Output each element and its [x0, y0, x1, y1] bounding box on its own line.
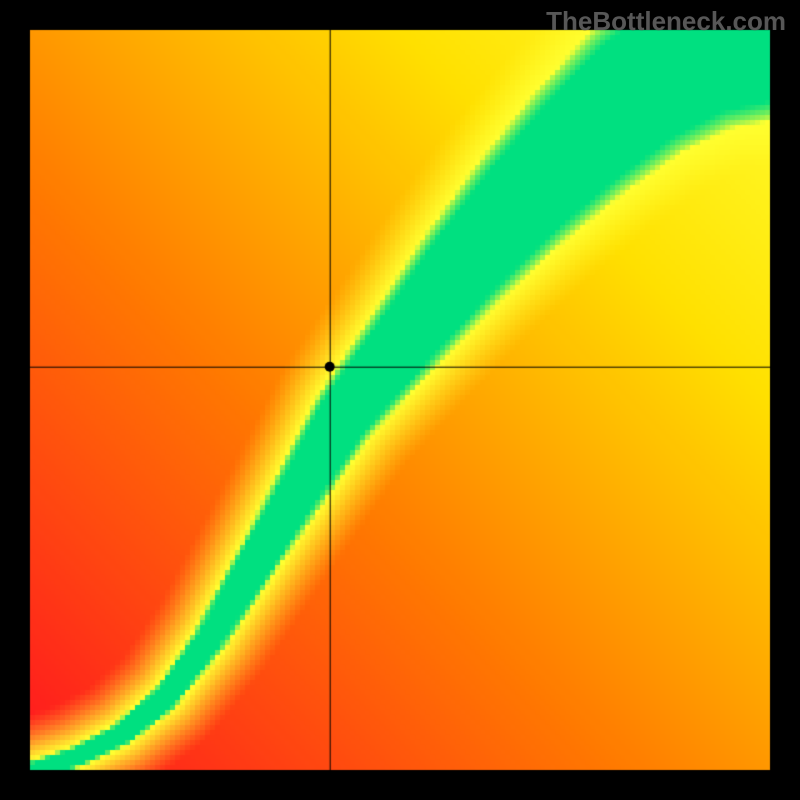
heatmap-canvas [0, 0, 800, 800]
watermark-text: TheBottleneck.com [546, 6, 786, 37]
chart-container: TheBottleneck.com [0, 0, 800, 800]
